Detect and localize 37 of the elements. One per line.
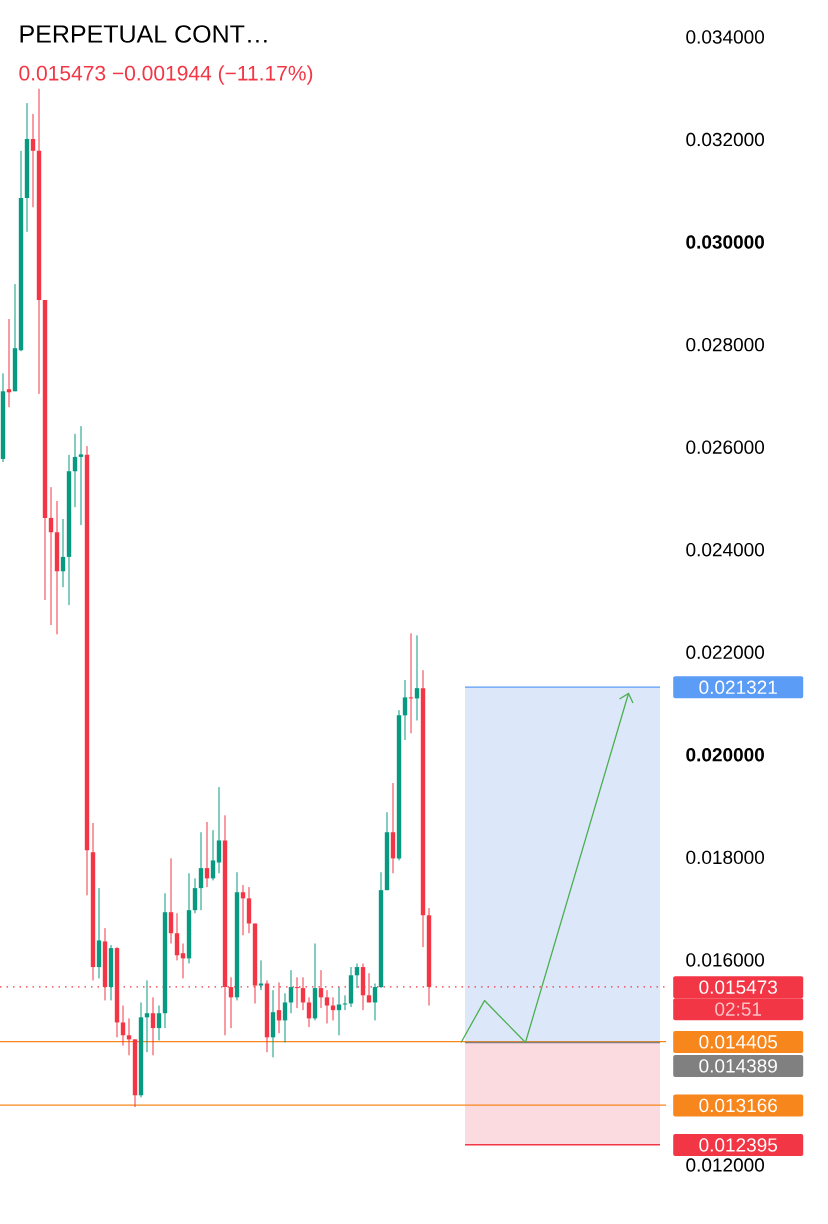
candlestick — [168, 857, 174, 944]
ref-line-label: 0.014405 — [699, 1035, 778, 1049]
y-tick-label: 0.018000 — [686, 850, 765, 865]
candlestick — [150, 996, 156, 1056]
candlestick — [174, 912, 180, 961]
chart-title: PERPETUAL CONT… — [20, 25, 267, 43]
candlestick — [324, 989, 330, 1024]
candlestick — [258, 959, 264, 991]
candlestick — [210, 829, 216, 881]
y-tick-label: 0.030000 — [686, 235, 764, 249]
candlestick — [306, 996, 312, 1028]
text: 0.015473 −0.001944 (−11.17%) — [19, 65, 313, 85]
candlestick — [216, 786, 222, 874]
candlestick — [156, 1005, 162, 1041]
ref-line-label: 0.021321 — [699, 680, 777, 695]
candlestick — [78, 425, 84, 526]
candlestick — [342, 994, 348, 1011]
candlestick — [402, 679, 408, 741]
y-tick-label: 0.032000 — [686, 132, 765, 147]
text: 02:51 — [715, 1002, 762, 1016]
candlestick — [30, 113, 36, 208]
y-tick-label: 0.012000 — [686, 1158, 765, 1172]
y-tick-label: 0.022000 — [686, 645, 765, 659]
y-tick-label: 0.026000 — [686, 440, 765, 454]
candlestick — [282, 992, 288, 1043]
ref-line-label: 0.014389 — [699, 1059, 777, 1073]
ref-line-label: 0.013166 — [699, 1098, 777, 1113]
y-tick-label: 0.020000 — [686, 748, 764, 762]
candlestick — [198, 831, 204, 911]
y-tick-label: 0.016000 — [686, 953, 765, 967]
y-tick-label: 0.028000 — [686, 337, 765, 352]
candlestick — [120, 1005, 126, 1047]
candlestick — [192, 877, 198, 914]
ref-line-label: 0.015473 — [699, 980, 777, 994]
y-tick-label: 0.034000 — [686, 30, 765, 44]
y-tick-label: 0.024000 — [686, 543, 765, 557]
ref-line-label: 0.012395 — [699, 1138, 778, 1152]
